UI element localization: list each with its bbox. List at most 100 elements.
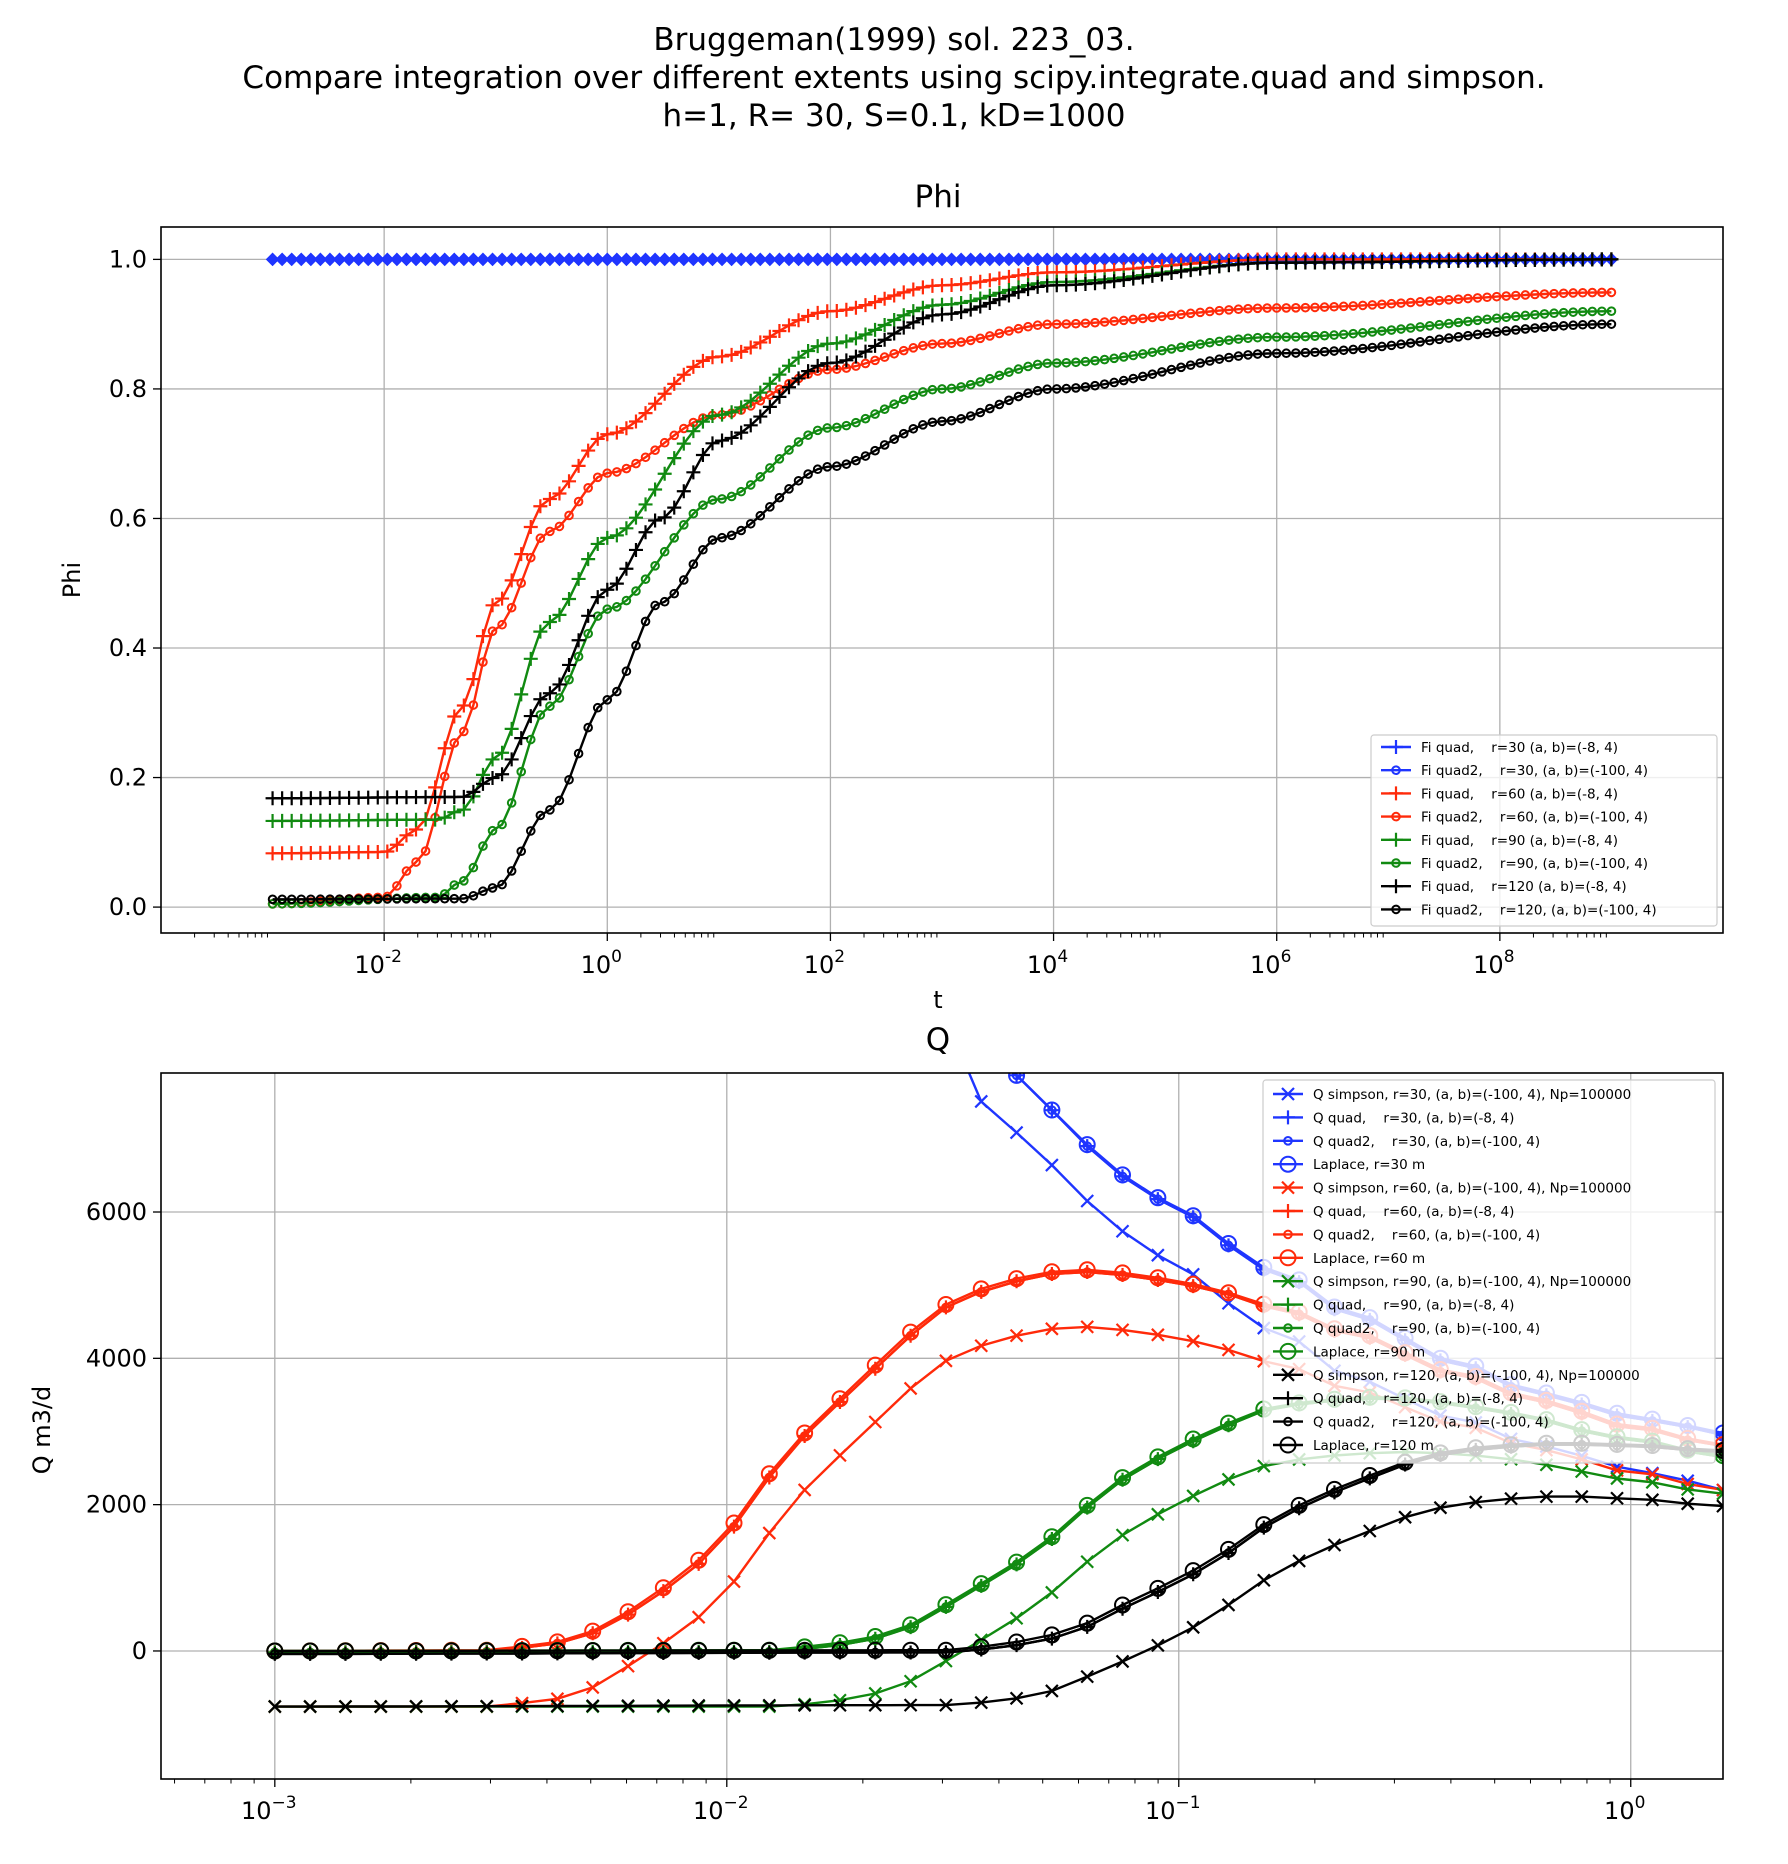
data-point xyxy=(1338,301,1349,312)
data-point xyxy=(1597,319,1607,330)
data-point xyxy=(1219,1234,1237,1252)
data-point xyxy=(1157,311,1167,322)
data-point xyxy=(1310,302,1320,313)
data-point xyxy=(765,463,775,473)
data-point xyxy=(619,252,634,267)
data-point xyxy=(585,1699,600,1713)
data-point xyxy=(638,525,653,540)
data-point xyxy=(717,494,727,504)
data-point xyxy=(762,1698,777,1713)
data-point xyxy=(927,384,938,395)
data-point xyxy=(743,340,758,355)
data-point xyxy=(1032,385,1043,396)
legend-entry: Q simpson, r=30, (a, b)=(-100, 4), Np=10… xyxy=(1273,1087,1631,1103)
data-point xyxy=(1032,359,1043,370)
data-point xyxy=(336,1642,354,1660)
data-point xyxy=(1008,1553,1026,1571)
data-point xyxy=(485,598,500,613)
data-point xyxy=(1115,1654,1130,1669)
data-point xyxy=(1008,1633,1026,1651)
data-point xyxy=(1099,317,1110,327)
x-tick-exponent: 0 xyxy=(611,947,622,967)
data-point xyxy=(897,252,911,267)
data-point xyxy=(1291,348,1301,358)
data-point xyxy=(1154,267,1169,282)
data-point xyxy=(963,276,978,291)
suptitle-line-2: Compare integration over different exten… xyxy=(242,60,1545,96)
data-point xyxy=(444,1699,459,1714)
data-point xyxy=(1597,306,1607,317)
data-point xyxy=(449,880,460,890)
data-point xyxy=(686,424,701,439)
data-point xyxy=(1195,307,1206,318)
data-point xyxy=(954,305,969,320)
x-tick-exponent: -2 xyxy=(385,947,402,967)
data-point xyxy=(1114,1166,1132,1184)
data-point xyxy=(1243,350,1253,360)
data-point xyxy=(858,327,873,342)
data-point xyxy=(1319,330,1330,341)
legend-marker xyxy=(1283,1323,1293,1333)
legend-marker xyxy=(1283,1136,1293,1146)
data-point xyxy=(628,510,643,525)
legend-label: Q quad, r=120, (a, b)=(-8, 4) xyxy=(1313,1391,1523,1407)
data-point xyxy=(887,326,902,341)
data-point xyxy=(628,542,643,557)
data-point xyxy=(468,862,479,873)
data-point xyxy=(294,252,308,267)
legend-entry: Q quad2, r=30, (a, b)=(-100, 4) xyxy=(1273,1134,1540,1150)
data-point xyxy=(1061,357,1072,368)
data-point xyxy=(1042,358,1052,369)
data-point xyxy=(985,403,995,414)
data-point xyxy=(1176,309,1186,320)
data-point xyxy=(1116,272,1131,287)
data-point xyxy=(877,291,892,306)
data-point xyxy=(810,358,825,373)
data-point xyxy=(686,359,701,374)
data-point xyxy=(1185,308,1196,319)
data-point xyxy=(372,894,383,904)
data-point xyxy=(927,417,938,428)
data-point xyxy=(323,252,337,267)
data-point xyxy=(1078,1261,1096,1279)
data-point xyxy=(1386,325,1397,335)
data-point xyxy=(1577,319,1588,330)
data-point xyxy=(1319,302,1330,312)
data-point xyxy=(1568,288,1578,298)
data-point xyxy=(1504,1491,1518,1506)
data-point xyxy=(801,308,816,323)
data-point xyxy=(1587,319,1598,330)
data-point xyxy=(1174,264,1189,279)
data-point xyxy=(573,651,584,662)
data-point xyxy=(497,819,507,830)
data-point xyxy=(1011,1073,1022,1081)
data-point xyxy=(744,252,758,267)
legend-label: Q quad2, r=60, (a, b)=(-100, 4) xyxy=(1313,1227,1540,1243)
data-point xyxy=(371,252,385,267)
data-point xyxy=(315,894,326,905)
data-point xyxy=(554,521,565,532)
data-point xyxy=(963,252,978,267)
legend-marker xyxy=(1281,1180,1295,1195)
data-point xyxy=(602,468,613,478)
data-point xyxy=(898,345,909,356)
data-point xyxy=(1224,335,1234,345)
data-point xyxy=(1680,1482,1695,1497)
data-point xyxy=(523,709,538,724)
data-point xyxy=(1281,303,1292,313)
data-point xyxy=(963,302,978,317)
data-point xyxy=(946,415,957,426)
data-point xyxy=(868,338,883,353)
data-point xyxy=(542,615,557,630)
data-point xyxy=(1080,382,1091,392)
data-point xyxy=(937,1596,955,1614)
data-point xyxy=(937,416,947,427)
data-point xyxy=(1539,322,1550,332)
data-point xyxy=(833,1448,847,1463)
data-point xyxy=(902,1323,920,1341)
data-point xyxy=(784,484,794,494)
data-point xyxy=(1300,347,1311,358)
y-tick-label: 6000 xyxy=(86,1198,147,1226)
data-point xyxy=(1558,320,1569,331)
